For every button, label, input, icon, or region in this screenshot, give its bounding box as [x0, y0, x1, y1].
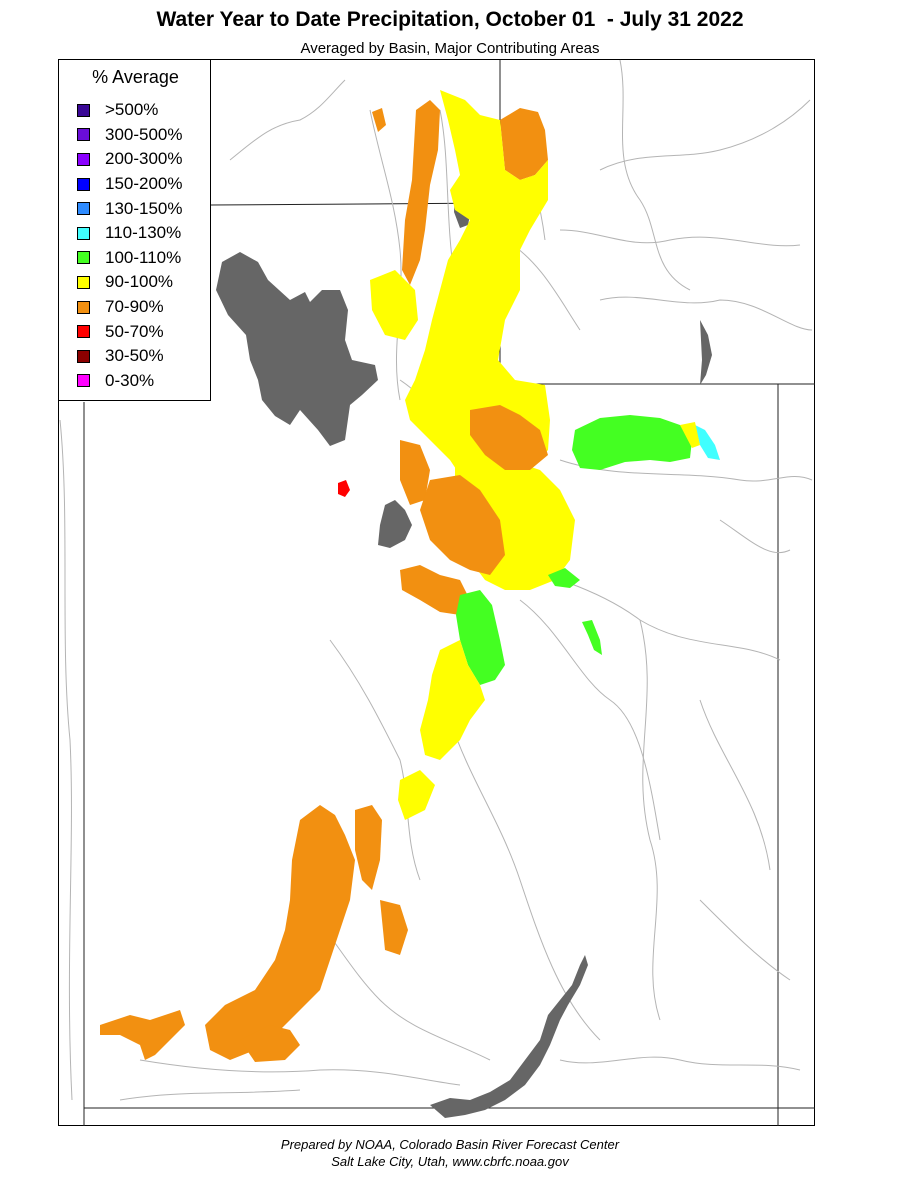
legend-item: 110-130%	[77, 221, 183, 246]
great-salt-lake	[216, 252, 378, 446]
legend-swatch	[77, 128, 90, 142]
legend-label: 150-200%	[105, 174, 183, 194]
zone-provo-utah-lake-area	[400, 440, 430, 505]
zone-sevier-mid	[355, 805, 382, 890]
legend-item: >500%	[77, 98, 183, 123]
credit-line-1: Prepared by NOAA, Colorado Basin River F…	[280, 1137, 620, 1152]
zone-uinta-east-tip	[695, 425, 720, 460]
legend-label: 300-500%	[105, 124, 183, 144]
legend-items: >500% 300-500% 200-300% 150-200% 130-150% 110…	[77, 98, 183, 393]
legend: % Average >500% 300-500% 200-300% 150-200% 1…	[58, 59, 211, 401]
legend-swatch	[77, 300, 90, 314]
legend-swatch	[77, 202, 90, 216]
legend-item: 70-90%	[77, 295, 183, 320]
lake-powell	[430, 955, 588, 1118]
legend-swatch	[77, 349, 90, 363]
legend-label: 200-300%	[105, 149, 183, 169]
legend-label: 50-70%	[105, 321, 164, 341]
zone-green-small-2	[582, 620, 602, 655]
legend-label: 100-110%	[105, 247, 182, 267]
idaho-utah-border	[209, 202, 501, 206]
zone-central-wasatch-plateau	[420, 640, 485, 760]
legend-label: 0-30%	[105, 370, 155, 390]
legend-item: 50-70%	[77, 319, 183, 344]
legend-label: 110-130%	[105, 223, 182, 243]
legend-item: 0-30%	[77, 369, 183, 394]
legend-label: 90-100%	[105, 272, 174, 292]
credit-line-2: Salt Lake City, Utah, www.cbrfc.noaa.gov	[331, 1154, 569, 1169]
legend-swatch	[77, 374, 90, 388]
zone-green-small-1	[548, 568, 580, 588]
utah-lake	[378, 500, 412, 548]
legend-label: 70-90%	[105, 297, 164, 317]
legend-item: 200-300%	[77, 147, 183, 172]
legend-swatch	[77, 325, 90, 339]
legend-swatch	[77, 103, 90, 117]
precip-zones	[100, 90, 720, 1062]
legend-item: 150-200%	[77, 172, 183, 197]
legend-item: 100-110%	[77, 246, 183, 271]
zone-north-yellow-west	[370, 270, 418, 340]
zone-north-small	[372, 108, 386, 132]
credits: Prepared by NOAA, Colorado Basin River F…	[0, 1136, 900, 1170]
legend-item: 300-500%	[77, 123, 183, 148]
map-title: Water Year to Date Precipitation, Octobe…	[156, 8, 744, 31]
zone-northern-bear-river	[402, 100, 440, 285]
zone-isolated-basin	[338, 480, 350, 497]
zone-sevier-southwest	[205, 805, 355, 1060]
legend-swatch	[77, 251, 90, 265]
legend-item: 130-150%	[77, 196, 183, 221]
legend-item: 90-100%	[77, 270, 183, 295]
legend-swatch	[77, 226, 90, 240]
legend-label: >500%	[105, 100, 159, 120]
legend-label: 30-50%	[105, 346, 164, 366]
zone-east-yellow	[680, 422, 700, 448]
zone-central-yellow-south	[398, 770, 435, 820]
legend-swatch	[77, 275, 90, 289]
map-frame	[58, 59, 815, 1126]
zone-provo-east	[420, 475, 505, 575]
zone-uinta-south-slope	[572, 415, 692, 470]
legend-item: 30-50%	[77, 344, 183, 369]
zone-sevier-south	[240, 1025, 300, 1062]
legend-swatch	[77, 152, 90, 166]
flaming-gorge	[700, 320, 712, 385]
zone-spanish-fork-area	[456, 590, 505, 685]
legend-swatch	[77, 177, 90, 191]
zone-sevier-far-west	[100, 1010, 185, 1060]
zone-northern-strip	[500, 108, 548, 180]
zone-sevier-east	[380, 900, 408, 955]
legend-title: % Average	[92, 67, 179, 87]
zone-uinta-orange	[470, 405, 548, 470]
map-subtitle: Averaged by Basin, Major Contributing Ar…	[300, 40, 600, 57]
legend-label: 130-150%	[105, 198, 183, 218]
zone-sw-orange-1	[400, 565, 470, 615]
